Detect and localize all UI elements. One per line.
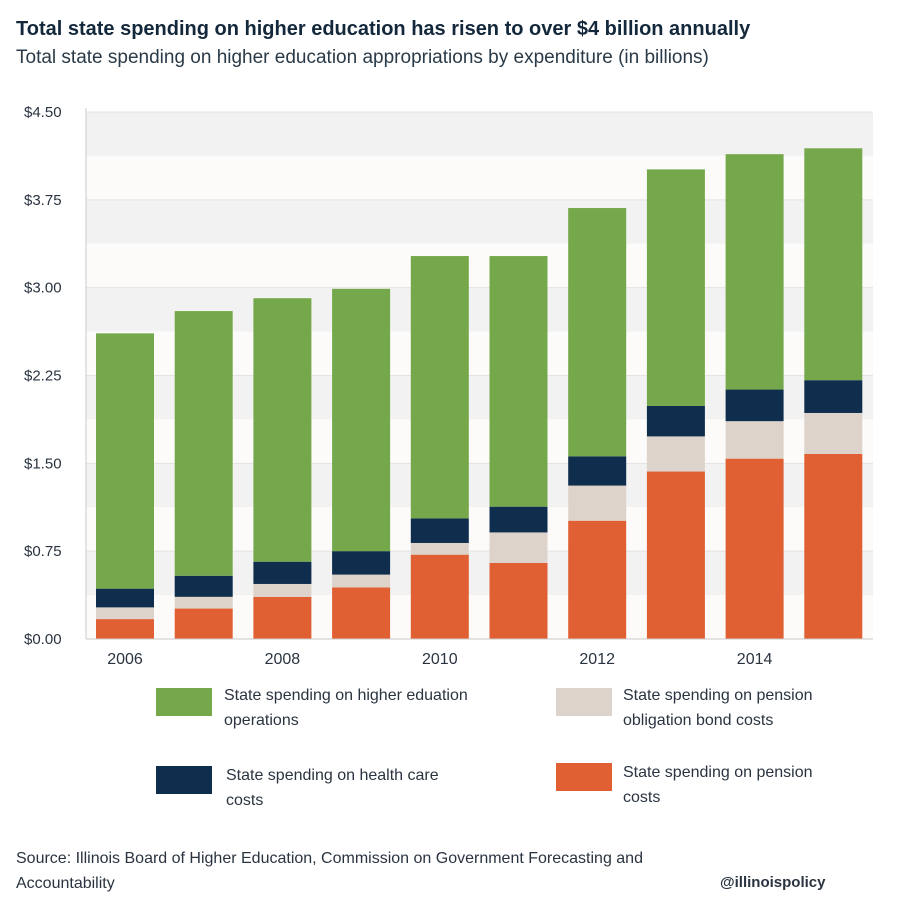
y-tick-label: $4.50 (24, 104, 62, 121)
bar-segment (174, 596, 233, 609)
bar-segment (96, 607, 154, 620)
bar-segment (646, 471, 705, 639)
bar-segment (174, 575, 233, 597)
legend-label-pension-bond: State spending on pension obligation bon… (623, 687, 813, 729)
bar-segment (568, 208, 627, 457)
bar-segment (174, 608, 233, 639)
bar-segment (253, 298, 312, 562)
bar-segment (410, 542, 469, 555)
x-tick-label: 2006 (107, 651, 143, 668)
y-tick-label: $0.00 (24, 631, 62, 648)
bar-segment (725, 421, 784, 459)
y-tick-label: $3.00 (24, 280, 62, 297)
stacked-bar-chart: $0.00 $0.75 $1.50 $2.25 $3.00 $3.75 $4.50 2006… (24, 104, 873, 668)
legend-label-operations: State spending on higher eduation operat… (224, 687, 468, 729)
grid-band (86, 112, 873, 156)
legend-label-pension: State spending on pension costs (623, 764, 813, 806)
bar-segment (804, 453, 863, 639)
legend-swatch-operations (156, 688, 212, 716)
y-tick-label: $0.75 (24, 543, 62, 560)
bar-segment (725, 458, 784, 639)
bar-segment (410, 256, 469, 519)
x-tick-label: 2012 (579, 651, 615, 668)
bar-segment (174, 311, 233, 576)
bar-segment (568, 485, 627, 521)
x-axis-ticks: 2006 2008 2010 2012 2014 (107, 651, 772, 668)
bar-segment (646, 436, 705, 472)
bar-segment (489, 562, 548, 639)
y-tick-label: $1.50 (24, 455, 62, 472)
bar-segment (253, 596, 312, 639)
source-note: Source: Illinois Board of Higher Educati… (16, 850, 643, 892)
bar-segment (725, 389, 784, 422)
bar-segment (253, 583, 312, 597)
bar-segment (410, 554, 469, 639)
bar-segment (332, 288, 391, 552)
bar-segment (96, 588, 154, 608)
bar-segment (410, 518, 469, 543)
bar-segment (568, 456, 627, 486)
legend-label-health-care: State spending on health care costs (226, 767, 439, 809)
bar-segment (646, 405, 705, 437)
bar-segment (332, 574, 391, 588)
legend-swatch-pension-bond (556, 688, 612, 716)
bars (96, 148, 863, 639)
chart-title: Total state spending on higher education… (16, 18, 751, 40)
legend-swatch-pension (556, 763, 612, 791)
bar-segment (804, 380, 863, 413)
x-tick-label: 2008 (265, 651, 301, 668)
y-tick-label: $2.25 (24, 368, 62, 385)
bar-segment (568, 520, 627, 639)
bar-segment (96, 619, 154, 639)
legend-swatch-health-care (156, 766, 212, 794)
bar-segment (489, 532, 548, 563)
chart-subtitle: Total state spending on higher education… (16, 47, 709, 68)
bar-segment (725, 154, 784, 390)
x-tick-label: 2010 (422, 651, 458, 668)
bar-segment (96, 333, 154, 589)
bar-segment (489, 506, 548, 533)
bar-segment (804, 148, 863, 381)
bar-segment (332, 551, 391, 575)
bar-segment (332, 587, 391, 639)
bar-segment (253, 561, 312, 584)
brand-handle: @illinoispolicy (720, 874, 826, 891)
x-tick-label: 2014 (737, 651, 773, 668)
bar-segment (489, 256, 548, 507)
bar-segment (804, 412, 863, 454)
y-tick-label: $3.75 (24, 192, 62, 209)
bar-segment (646, 169, 705, 406)
